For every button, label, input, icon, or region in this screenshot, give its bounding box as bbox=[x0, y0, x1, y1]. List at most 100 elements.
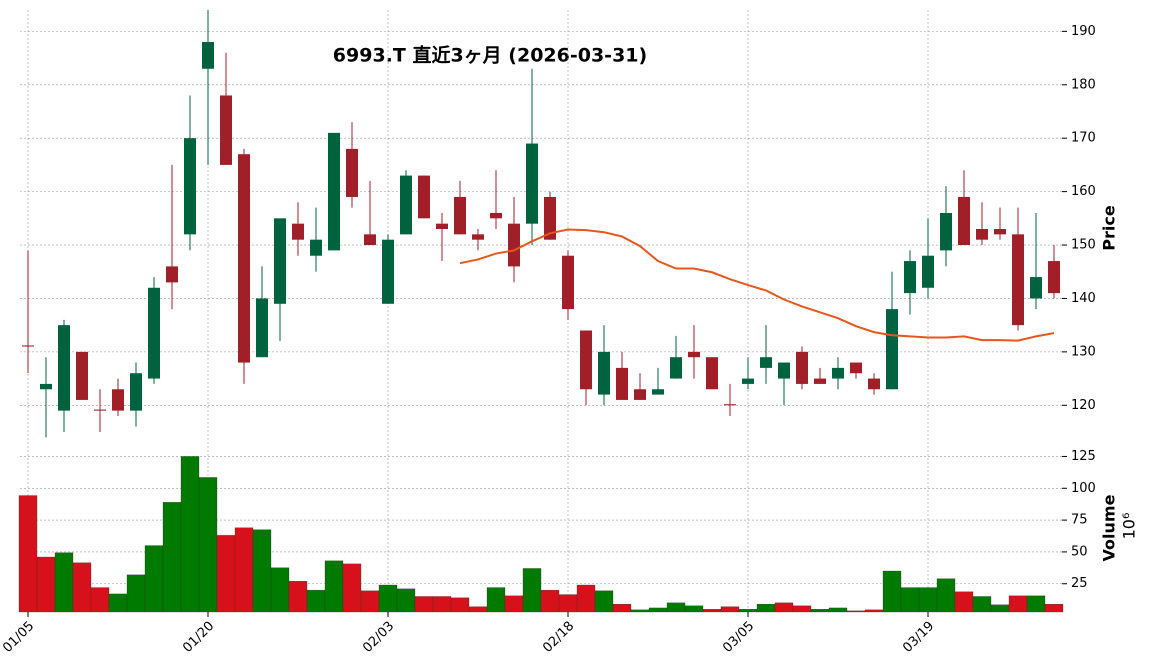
volume-bar bbox=[666, 602, 686, 613]
candle-body bbox=[382, 239, 394, 304]
candle-body bbox=[454, 196, 466, 235]
volume-bar bbox=[504, 595, 524, 613]
volume-bar bbox=[1044, 603, 1064, 613]
y-tick-label: 50 bbox=[1071, 544, 1088, 559]
x-tick-label: 03/19 bbox=[900, 619, 937, 656]
y-tick-label: 150 bbox=[1071, 238, 1096, 253]
candle-body bbox=[742, 378, 754, 384]
volume-bar bbox=[540, 589, 560, 613]
volume-axis-label: Volume bbox=[1100, 494, 1119, 561]
candle-body bbox=[292, 223, 304, 240]
volume-bar bbox=[396, 588, 416, 613]
y-tick-label: 170 bbox=[1071, 131, 1096, 146]
x-tick-label: 02/18 bbox=[540, 619, 577, 656]
candle-body bbox=[886, 309, 898, 390]
volume-bar bbox=[432, 596, 452, 613]
volume-bar bbox=[792, 605, 812, 613]
volume-bar bbox=[684, 605, 704, 613]
volume-offset: 10⁶ bbox=[1120, 513, 1139, 540]
candle-body bbox=[490, 212, 502, 219]
y-tick-label: 25 bbox=[1071, 576, 1088, 591]
candle-body bbox=[976, 229, 988, 240]
candle-body bbox=[796, 351, 808, 384]
candle-body bbox=[922, 255, 934, 288]
candle-body bbox=[94, 409, 106, 411]
candle-body bbox=[472, 234, 484, 240]
volume-bar bbox=[864, 609, 884, 613]
candle-body bbox=[130, 373, 142, 411]
volume-bar bbox=[720, 606, 740, 613]
volume-bar bbox=[360, 590, 380, 613]
y-tick-label: 130 bbox=[1071, 344, 1096, 359]
candle-body bbox=[148, 287, 160, 379]
volume-bar bbox=[738, 609, 758, 613]
volume-bar bbox=[846, 610, 866, 613]
volume-bar bbox=[36, 556, 56, 613]
candle-body bbox=[346, 148, 358, 197]
candle-body bbox=[112, 389, 124, 411]
candle-body bbox=[724, 404, 736, 406]
candle-body bbox=[184, 138, 196, 235]
candle-body bbox=[166, 266, 178, 283]
volume-bar bbox=[594, 590, 614, 613]
candle-body bbox=[220, 95, 232, 165]
candle-body bbox=[832, 367, 844, 379]
candle-body bbox=[688, 351, 700, 358]
y-tick-label: 75 bbox=[1071, 513, 1088, 528]
volume-bar bbox=[234, 527, 254, 613]
candle-body bbox=[670, 357, 682, 379]
volume-bar bbox=[378, 584, 398, 613]
candle-body bbox=[256, 298, 268, 358]
volume-bar bbox=[630, 609, 650, 613]
volume-bar bbox=[108, 593, 128, 613]
candle-body bbox=[274, 218, 286, 304]
volume-bar bbox=[612, 603, 632, 613]
volume-bar bbox=[468, 606, 488, 613]
volume-bar bbox=[126, 574, 146, 613]
candle-body bbox=[76, 351, 88, 400]
volume-bar bbox=[918, 587, 938, 613]
volume-bar bbox=[288, 581, 308, 613]
volume-bar bbox=[162, 502, 182, 613]
candle-body bbox=[22, 345, 34, 347]
candle-body bbox=[616, 367, 628, 400]
candle-body bbox=[994, 229, 1006, 235]
volume-bar bbox=[828, 607, 848, 613]
volume-bar bbox=[990, 604, 1010, 613]
volume-bar bbox=[900, 587, 920, 613]
candle-body bbox=[778, 362, 790, 379]
x-tick-label: 01/05 bbox=[0, 619, 37, 656]
volume-bar bbox=[144, 545, 164, 613]
y-tick-label: 100 bbox=[1071, 481, 1096, 496]
y-tick-label: 180 bbox=[1071, 77, 1096, 92]
volume-bar bbox=[180, 456, 200, 613]
candle-body bbox=[544, 196, 556, 240]
candle-body bbox=[364, 234, 376, 246]
volume-bar bbox=[414, 596, 434, 613]
candle-body bbox=[814, 378, 826, 384]
volume-bar bbox=[702, 609, 722, 613]
candle-body bbox=[202, 42, 214, 69]
volume-bar bbox=[324, 560, 344, 613]
volume-bar bbox=[648, 607, 668, 613]
y-tick-label: 160 bbox=[1071, 184, 1096, 199]
candle-body bbox=[400, 175, 412, 235]
volume-bar bbox=[90, 587, 110, 613]
x-tick-label: 02/03 bbox=[360, 619, 397, 656]
volume-bar bbox=[936, 578, 956, 613]
volume-bar bbox=[756, 603, 776, 613]
volume-bar bbox=[72, 562, 92, 613]
candle-body bbox=[760, 357, 772, 368]
y-tick-label: 125 bbox=[1071, 449, 1096, 464]
volume-bar bbox=[216, 535, 236, 613]
candle-body bbox=[652, 389, 664, 395]
candle-body bbox=[328, 132, 340, 251]
volume-bar bbox=[882, 570, 902, 613]
candle-body bbox=[1030, 277, 1042, 299]
y-axis-label: Price bbox=[1100, 205, 1119, 251]
volume-bar bbox=[1008, 595, 1028, 613]
chart-title: 6993.T 直近3ヶ月 (2026-03-31) bbox=[333, 44, 647, 67]
volume-bar bbox=[486, 587, 506, 613]
volume-bar bbox=[306, 589, 326, 613]
volume-bar bbox=[972, 596, 992, 613]
